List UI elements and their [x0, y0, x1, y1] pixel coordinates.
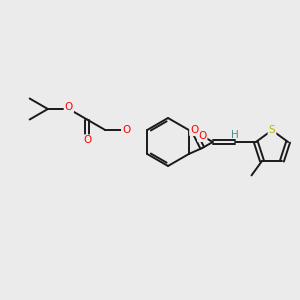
Text: O: O [83, 135, 91, 146]
Text: O: O [65, 102, 73, 112]
Text: O: O [198, 131, 206, 141]
Text: O: O [190, 125, 198, 135]
Text: S: S [269, 125, 275, 135]
Text: H: H [231, 130, 239, 140]
Text: O: O [122, 125, 130, 135]
